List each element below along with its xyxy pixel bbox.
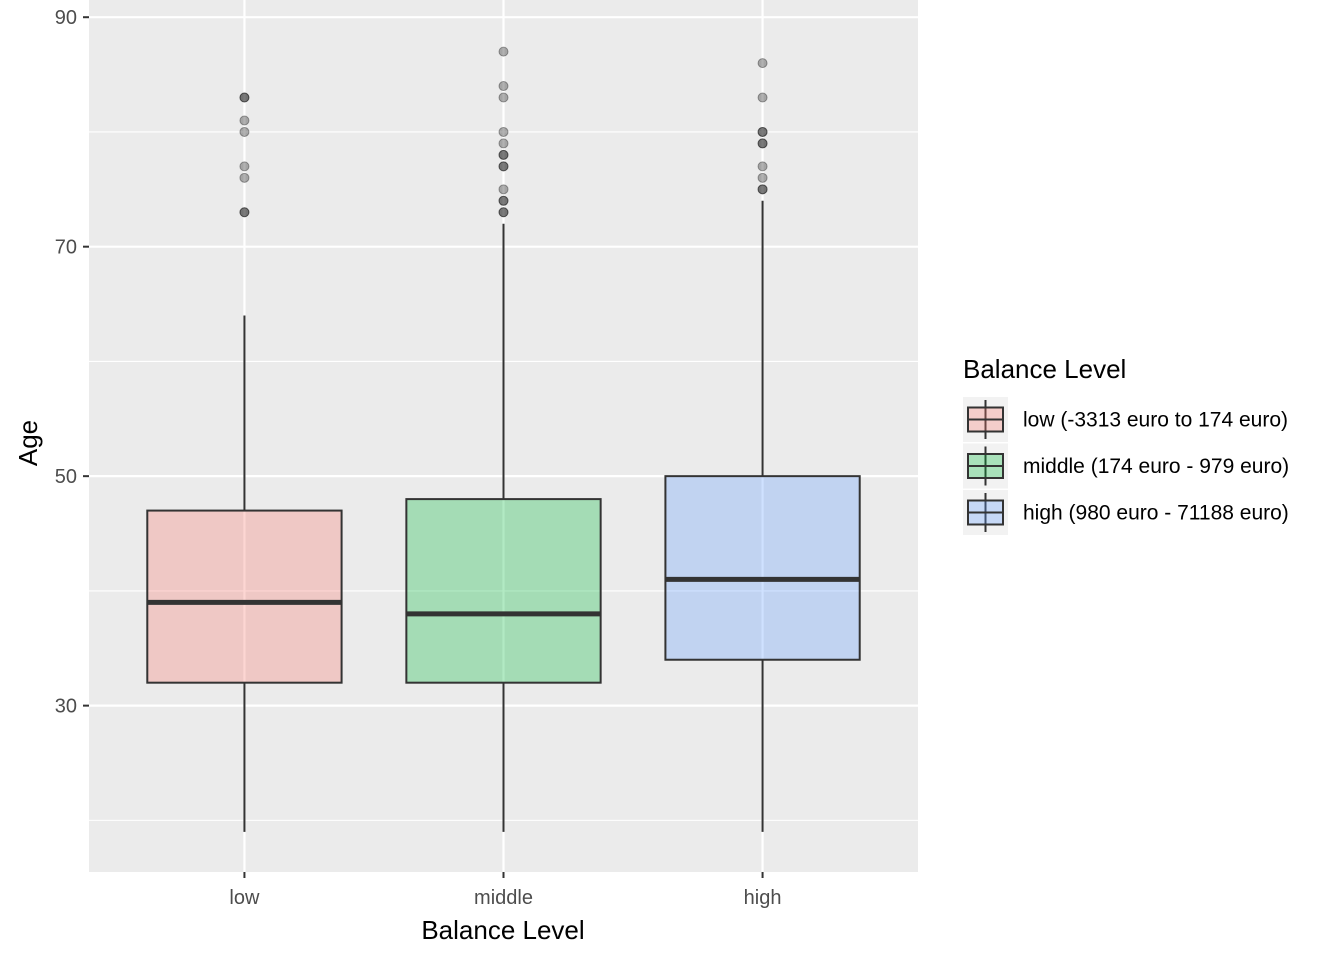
outlier-point [757,184,768,195]
outlier-point [239,115,250,126]
outlier-point [498,161,509,172]
outlier-point [498,46,509,57]
outlier-point [239,161,250,172]
outlier-point [498,81,509,92]
y-tick-label: 50 [55,466,77,488]
outlier-point [498,126,509,137]
box-iqr [664,475,861,661]
outlier-point [498,184,509,195]
outlier-point [239,126,250,137]
outlier-point [757,92,768,103]
box-high [664,58,861,832]
outlier-point [239,172,250,183]
y-tick-label: 70 [55,237,77,259]
outlier-point [239,92,250,103]
box-iqr [405,498,602,684]
x-tick-label: middle [474,887,533,909]
box-low [146,92,343,832]
outlier-point [757,172,768,183]
outlier-point [239,207,250,218]
outlier-point [498,149,509,160]
outlier-point [498,138,509,149]
x-tick-label: high [744,887,782,909]
box-iqr [146,509,343,684]
outlier-point [239,92,250,103]
y-axis: 30 50 70 90 [55,7,89,718]
outlier-point [498,195,509,206]
outlier-point [498,207,509,218]
box-middle [405,46,602,832]
x-axis: low middle high [229,872,781,909]
x-axis-title: Balance Level [421,915,584,945]
outlier-point [498,195,509,206]
legend-label-low: low (-3313 euro to 174 euro) [1023,409,1288,432]
legend: Balance Level low (-3313 euro to 174 eur… [963,354,1289,535]
legend-title: Balance Level [963,354,1126,384]
outlier-point [757,58,768,69]
y-tick-label: 30 [55,696,77,718]
x-tick-label: low [229,887,260,909]
outlier-point [239,207,250,218]
y-axis-title: Age [13,420,43,466]
legend-label-high: high (980 euro - 71188 euro) [1023,502,1289,525]
legend-key-low [963,397,1008,442]
outlier-point [498,207,509,218]
outlier-point [498,149,509,160]
outlier-point [498,161,509,172]
box-series [146,46,861,832]
outlier-point [757,138,768,149]
outlier-point [757,138,768,149]
legend-key-middle [963,443,1008,489]
outlier-point [757,161,768,172]
y-tick-label: 90 [55,7,77,29]
outlier-point [498,92,509,103]
legend-key-high [963,490,1008,535]
legend-label-middle: middle (174 euro - 979 euro) [1023,455,1289,478]
outlier-point [757,184,768,195]
outlier-point [757,126,768,137]
outlier-point [757,126,768,137]
